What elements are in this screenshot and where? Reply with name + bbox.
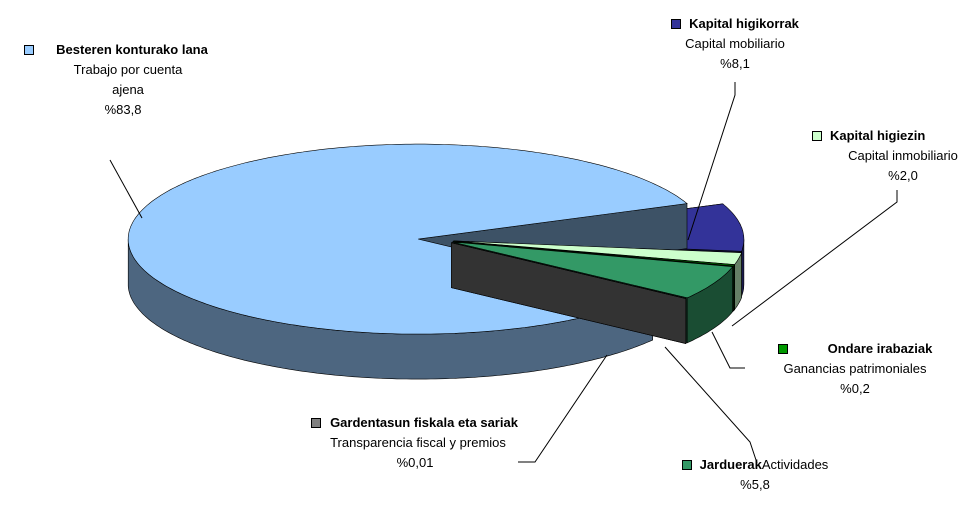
legend-swatch: [777, 343, 788, 354]
label-translation: Actividades: [761, 457, 829, 472]
slice-label: Kapital higikorrak Capital mobiliario %8…: [630, 14, 840, 74]
value-label: %5,8: [740, 477, 770, 492]
slice-label: Kapital higiezin Capital inmobiliario %2…: [812, 126, 977, 186]
label-translation: Capital inmobiliario: [848, 148, 958, 163]
slice: [453, 240, 742, 265]
legend-swatch: [24, 44, 34, 55]
label-name: Kapital higikorrak: [689, 16, 799, 31]
label-translation: Ganancias patrimoniales: [783, 361, 927, 376]
slice: [451, 242, 686, 299]
slice-wall: [733, 263, 735, 312]
label-name: Jarduerak: [699, 457, 762, 472]
label-name: Besteren konturako lana: [56, 42, 208, 57]
value-label: %8,1: [720, 56, 750, 71]
slice-label: Gardentasun fiskala eta sariak Transpare…: [300, 413, 530, 473]
legend-swatch: [311, 417, 321, 428]
value-label: %2,0: [888, 168, 918, 183]
label-translation: Trabajo por cuenta ajena: [73, 62, 183, 97]
slice-label: JarduerakActividades %5,8: [640, 455, 870, 495]
legend-swatch: [671, 18, 682, 29]
value-label: %83,8: [104, 102, 142, 117]
legend-swatch: [681, 459, 692, 470]
slice: [452, 241, 734, 299]
label-translation: Transparencia fiscal y premios: [330, 435, 506, 450]
leader-line: [731, 190, 898, 327]
leader-line: [711, 331, 745, 369]
leader-line: [109, 159, 143, 219]
value-label: %0,01: [396, 455, 434, 470]
slice-label: Ondare irabaziak Ganancias patrimoniales…: [742, 339, 968, 399]
slices: [127, 143, 745, 380]
value-label: %0,2: [840, 381, 870, 396]
legend-swatch: [812, 130, 822, 141]
leader-line: [518, 354, 608, 463]
label-name: Kapital higiezin: [830, 128, 926, 143]
leader-line: [664, 346, 758, 464]
slice: [453, 240, 735, 267]
slice-label: Besteren konturako lana Trabajo por cuen…: [8, 40, 238, 120]
leader-line: [687, 82, 736, 241]
label-name: Gardentasun fiskala eta sariak: [330, 415, 518, 430]
label-translation: Capital mobiliario: [685, 36, 785, 51]
label-name: Ondare irabaziak: [827, 341, 933, 356]
